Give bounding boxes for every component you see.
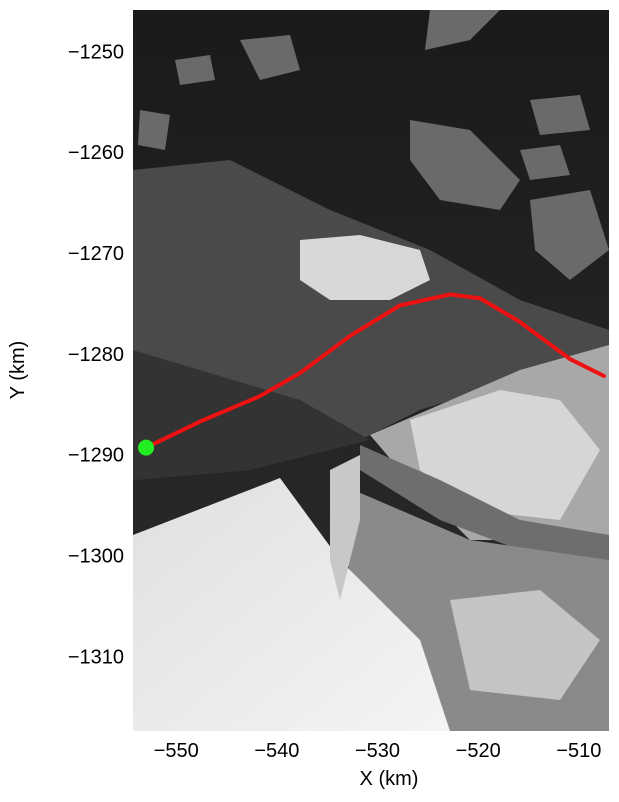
y-tick-label: −1290 (68, 445, 124, 467)
plot-layer (144, 292, 606, 450)
satellite-image (133, 10, 609, 731)
y-tick-label: −1250 (68, 41, 124, 63)
y-tick-label: −1310 (68, 646, 124, 668)
y-tick-label: −1280 (68, 344, 124, 366)
x-axis-label: X (km) (360, 768, 419, 790)
x-tick-label: −550 (154, 740, 199, 762)
y-tick-label: −1300 (68, 546, 124, 568)
y-tick-label: −1260 (68, 142, 124, 164)
y-axis-label: Y (km) (7, 341, 29, 400)
x-tick-label: −540 (254, 740, 299, 762)
start-point (138, 439, 155, 456)
x-tick-label: −510 (556, 740, 601, 762)
profile-line (144, 292, 606, 450)
y-tick-label: −1270 (68, 243, 124, 265)
x-tick-label: −530 (355, 740, 400, 762)
x-tick-label: −520 (456, 740, 501, 762)
